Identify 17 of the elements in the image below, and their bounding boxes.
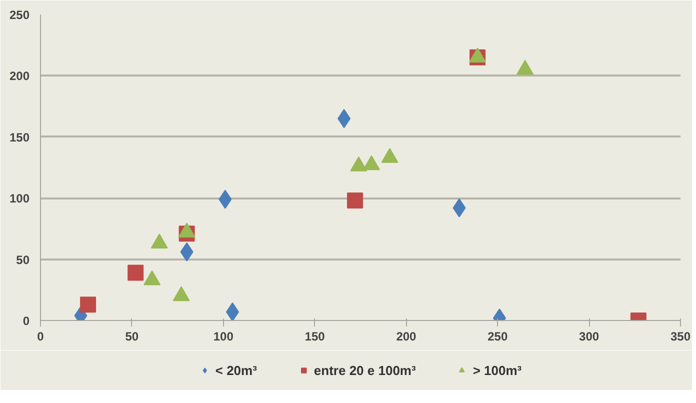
legend-label: entre 20 e 100m³ xyxy=(314,362,416,378)
x-tick-label: 150 xyxy=(304,330,326,344)
x-tick-label: 350 xyxy=(670,330,691,344)
x-tick-label: 0 xyxy=(37,330,44,344)
y-tick-label: 0 xyxy=(22,314,30,328)
y-tick-label: 100 xyxy=(9,192,30,206)
x-tick-label: 250 xyxy=(488,330,508,344)
y-tick-label: 150 xyxy=(9,130,30,144)
x-tick-label: 200 xyxy=(396,330,417,344)
x-tick-label: 300 xyxy=(579,330,600,344)
x-tick-label: 50 xyxy=(125,330,139,344)
x-tick-label: 100 xyxy=(213,330,234,344)
y-tick-label: 200 xyxy=(9,69,30,84)
y-tick-label: 250 xyxy=(9,8,30,22)
y-tick-label: 50 xyxy=(16,252,30,267)
legend-label: > 100m³ xyxy=(472,362,522,378)
legend-label: < 20m³ xyxy=(215,362,257,378)
